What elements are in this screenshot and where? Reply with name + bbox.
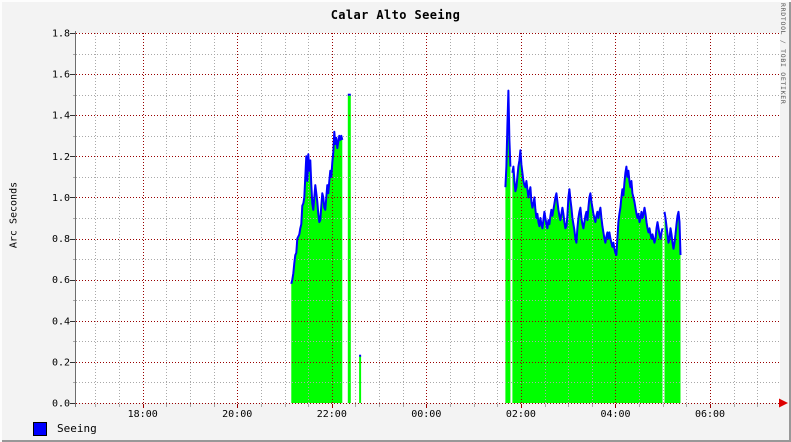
x-axis-arrow (779, 398, 788, 408)
y-tick-label: 0.4 (52, 316, 70, 327)
y-tick-label: 0.6 (52, 275, 70, 286)
y-tick-label: 1.2 (52, 152, 70, 163)
x-tick-label: 20:00 (222, 409, 252, 420)
y-tick-label: 0.8 (52, 234, 70, 245)
y-axis-title: Arc Seconds (8, 181, 20, 249)
y-tick-label: 1.6 (52, 70, 70, 81)
x-tick-label: 18:00 (128, 409, 158, 420)
y-tick-label: 0.2 (52, 357, 70, 368)
chart-title: Calar Alto Seeing (330, 8, 461, 22)
x-tick-label: 22:00 (317, 409, 347, 420)
seeing-area-segment (359, 355, 362, 403)
x-tick-label: 04:00 (600, 409, 630, 420)
legend-label-seeing: Seeing (57, 422, 97, 435)
x-tick-label: 00:00 (411, 409, 441, 420)
y-tick-label: 0.0 (52, 399, 70, 410)
seeing-area-segment (347, 94, 351, 403)
seeing-line-segment (663, 210, 682, 256)
seeing-line-segment (290, 130, 344, 285)
seeing-area-segment (512, 150, 663, 403)
y-tick-label: 1.8 (52, 29, 70, 40)
legend: Seeing (33, 422, 97, 436)
rrdtool-watermark: RRDTOOL / TOBI OETIKER (779, 3, 787, 105)
legend-swatch-seeing (33, 422, 47, 436)
seeing-line-segment (511, 149, 664, 256)
x-tick-label: 02:00 (506, 409, 536, 420)
seeing-line-segment (504, 89, 512, 188)
x-tick-label: 06:00 (695, 409, 725, 420)
y-tick-label: 1.0 (52, 193, 70, 204)
y-tick-label: 1.4 (52, 111, 70, 122)
